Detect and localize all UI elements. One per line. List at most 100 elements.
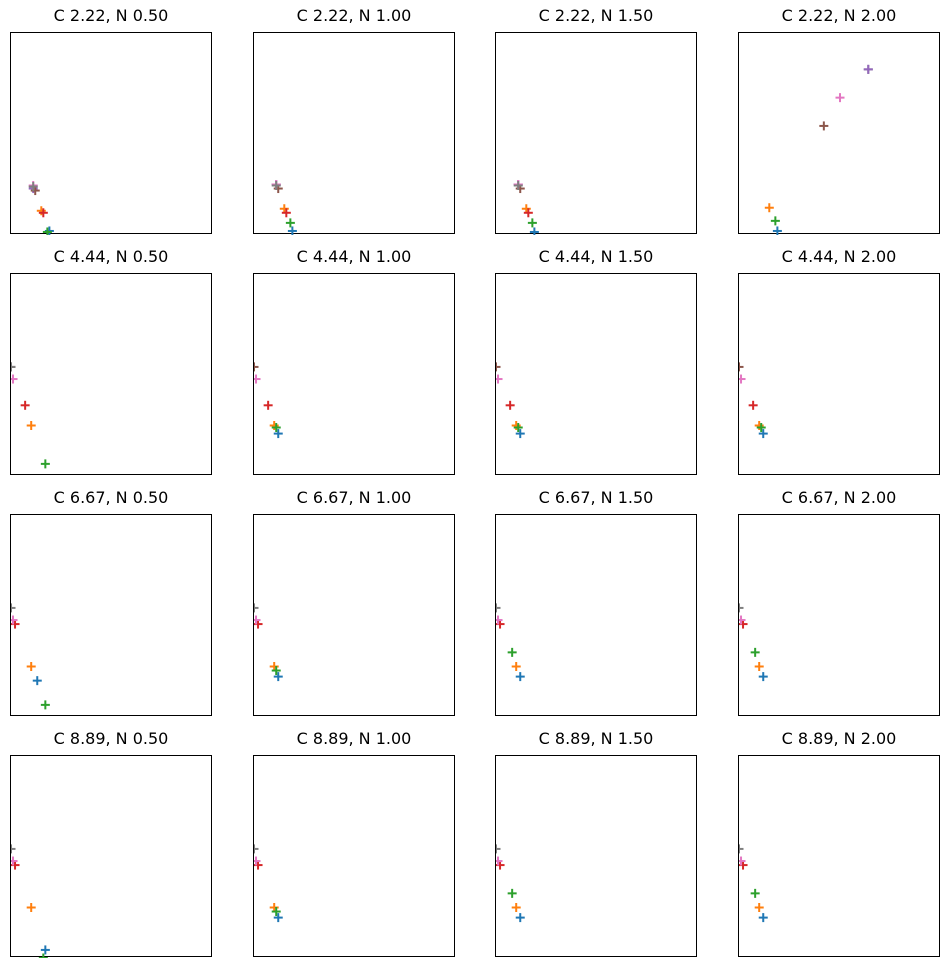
data-point (254, 615, 261, 625)
data-point (32, 676, 42, 686)
data-point (26, 421, 36, 430)
subplot-title: C 6.67, N 0.50 (53, 488, 169, 507)
data-point (754, 421, 764, 430)
plot-svg (254, 603, 283, 682)
data-point (269, 421, 279, 430)
data-point (758, 913, 768, 923)
plot-svg (496, 603, 525, 682)
data-point (44, 226, 54, 235)
data-point (758, 672, 768, 682)
data-point (754, 903, 764, 912)
data-point (26, 903, 36, 912)
subplot-12: C 6.67, N 2.00 (738, 488, 940, 716)
data-point (271, 181, 281, 191)
data-point (819, 121, 829, 131)
data-point (739, 362, 744, 372)
subplot-title: C 8.89, N 2.00 (781, 729, 897, 748)
plot-area (10, 32, 212, 235)
subplot-title: C 6.67, N 2.00 (781, 488, 897, 507)
data-point (739, 615, 746, 625)
data-point (515, 672, 525, 682)
plot-area (10, 755, 212, 958)
data-point (507, 888, 517, 898)
data-point (739, 856, 746, 866)
subplot-title: C 4.44, N 1.50 (538, 247, 654, 266)
plot-area (253, 755, 455, 957)
subplot-title: C 8.89, N 1.50 (538, 729, 654, 748)
subplot-8: C 4.44, N 2.00 (738, 247, 940, 475)
data-point (513, 423, 523, 433)
plot-area (495, 514, 697, 716)
plot-svg (271, 180, 297, 235)
data-point (739, 374, 746, 384)
data-point (764, 203, 774, 213)
data-point (511, 662, 521, 671)
subplot-10: C 6.67, N 1.00 (253, 488, 455, 716)
plot-area (495, 273, 697, 475)
subplot-7: C 4.44, N 1.50 (495, 247, 697, 475)
subplot-2: C 2.22, N 1.00 (253, 6, 455, 235)
data-point (273, 672, 283, 682)
data-point (20, 400, 30, 410)
data-point (11, 615, 18, 625)
data-point (40, 945, 50, 955)
plot-svg (764, 64, 873, 235)
data-point (11, 844, 16, 854)
subplot-16: C 8.89, N 2.00 (738, 729, 940, 957)
data-point (254, 362, 259, 372)
data-point (254, 844, 259, 854)
data-point (496, 615, 503, 625)
data-point (287, 226, 297, 235)
data-point (496, 374, 503, 384)
subplot-title: C 2.22, N 2.00 (781, 6, 897, 25)
subplot-14: C 8.89, N 1.00 (253, 729, 455, 957)
plot-svg (513, 180, 539, 235)
data-point (511, 421, 521, 430)
data-point (263, 400, 273, 410)
data-point (739, 844, 744, 854)
subplot-title: C 2.22, N 1.00 (296, 6, 412, 25)
data-point (739, 603, 744, 613)
data-point (529, 227, 539, 235)
plot-area (495, 32, 697, 235)
data-point (770, 216, 780, 226)
subplot-13: C 8.89, N 0.50 (10, 729, 212, 958)
data-point (772, 226, 782, 235)
data-point (42, 227, 52, 235)
subplot-11: C 6.67, N 1.50 (495, 488, 697, 716)
plot-svg (254, 844, 283, 923)
data-point (523, 208, 533, 218)
data-point (285, 218, 295, 228)
data-point (254, 374, 261, 384)
data-point (11, 374, 18, 384)
data-point (511, 903, 521, 912)
data-point (750, 647, 760, 657)
data-point (758, 429, 768, 439)
plot-svg (11, 844, 50, 958)
data-point (507, 647, 517, 657)
plot-area (253, 273, 455, 475)
plot-svg (28, 181, 54, 235)
data-point (271, 666, 281, 676)
subplot-title: C 2.22, N 1.50 (538, 6, 654, 25)
subplot-4: C 2.22, N 2.00 (738, 6, 940, 235)
plot-svg (739, 603, 768, 682)
subplot-title: C 4.44, N 1.00 (296, 247, 412, 266)
plot-area (738, 32, 940, 235)
plot-area (495, 755, 697, 957)
plot-svg (496, 362, 525, 439)
plot-svg (739, 362, 768, 439)
plot-area (738, 273, 940, 475)
plot-svg (254, 362, 283, 439)
data-point (40, 700, 50, 710)
data-point (38, 953, 48, 958)
data-point (754, 662, 764, 671)
data-point (513, 181, 523, 191)
plot-area (10, 273, 212, 475)
data-point (26, 662, 36, 671)
subplot-title: C 8.89, N 1.00 (296, 729, 412, 748)
subplot-3: C 2.22, N 1.50 (495, 6, 697, 235)
data-point (271, 423, 281, 433)
data-point (496, 856, 503, 866)
